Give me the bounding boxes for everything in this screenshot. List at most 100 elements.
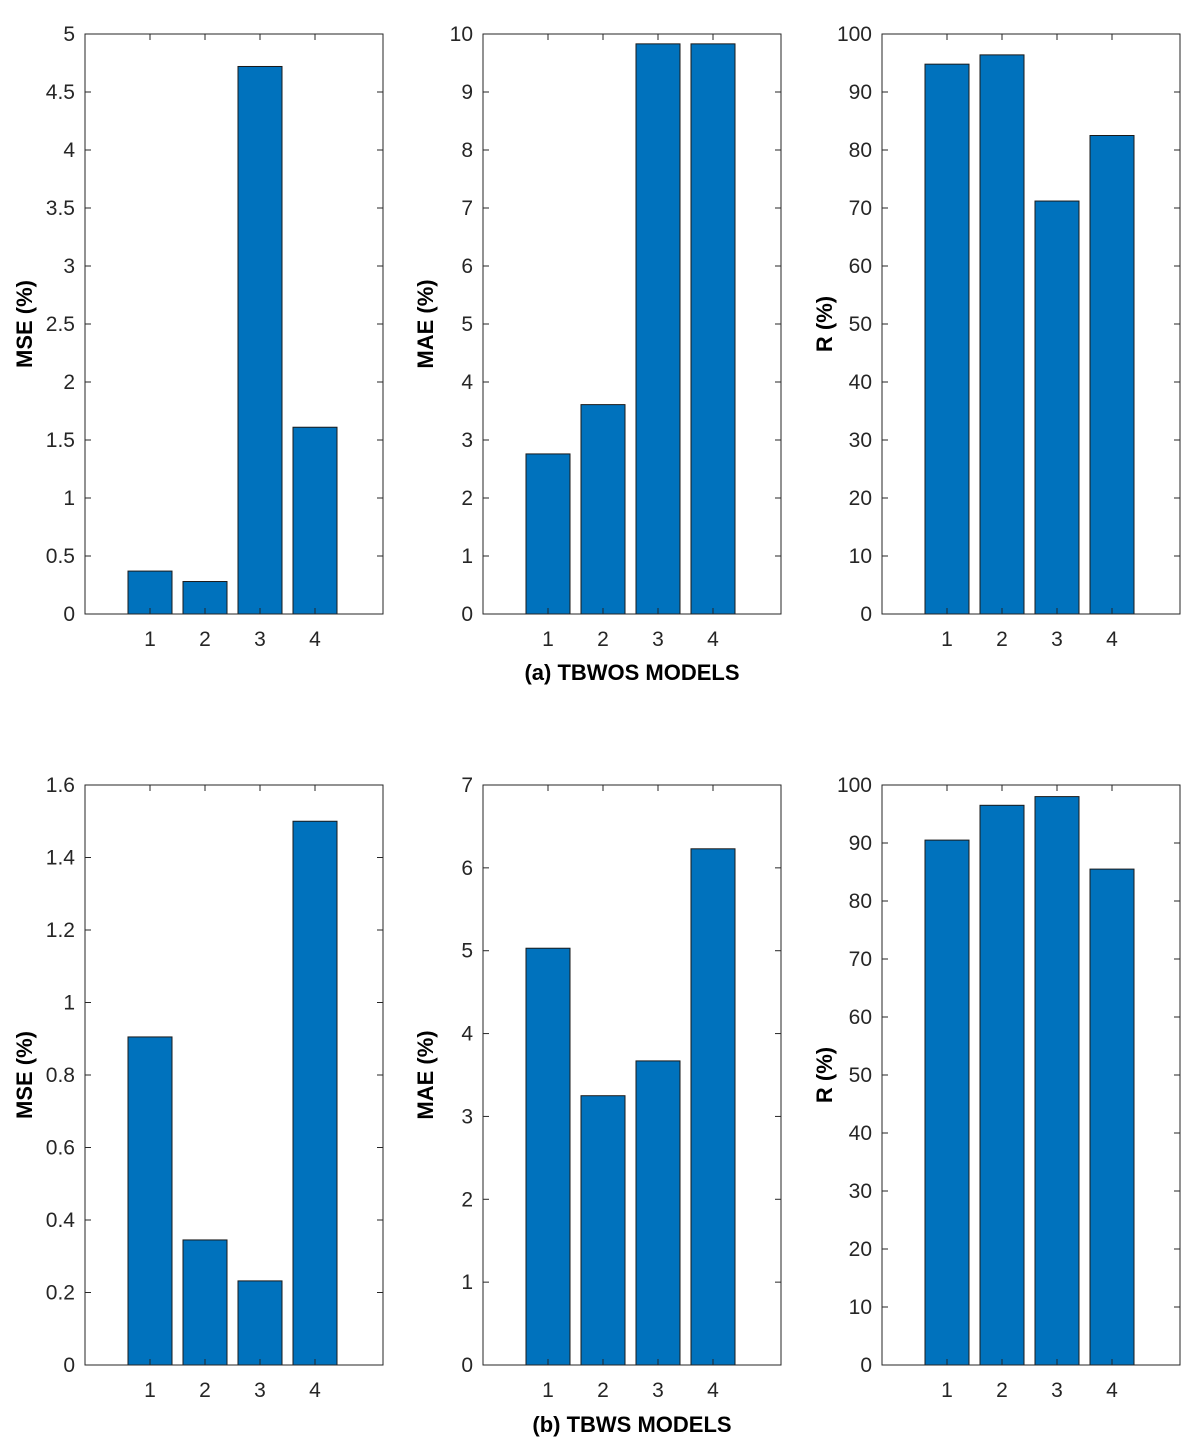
bar-1 xyxy=(127,1036,173,1366)
y-tick-label: 0.8 xyxy=(46,1064,75,1087)
y-axis-label: R (%) xyxy=(812,1047,837,1103)
bar-1 xyxy=(924,839,970,1366)
bar-1 xyxy=(525,947,571,1366)
y-axis-label: MSE (%) xyxy=(12,1031,37,1119)
y-tick-label: 4 xyxy=(63,139,75,162)
y-tick-label: 3 xyxy=(461,429,473,452)
x-tick-label: 1 xyxy=(941,628,953,651)
x-tick-label: 3 xyxy=(1051,628,1063,651)
bar-4 xyxy=(1089,868,1135,1366)
y-tick-label: 0.6 xyxy=(46,1137,75,1160)
y-tick-label: 1 xyxy=(461,545,473,568)
x-tick-label: 1 xyxy=(144,628,156,651)
chart-panel-6: 0 10 20 30 40 50 60 70 80 90 100 1 2 3 4 R (%) xyxy=(812,774,1181,1402)
chart-panel-5: 0 1 2 3 4 5 6 7 1 2 3 4 MAE (%) xyxy=(413,774,782,1402)
y-tick-label: 60 xyxy=(849,1006,872,1029)
panels: 0 0.5 1 1.5 2 2.5 3 3.5 4 4.5 5 1 2 3 4 MSE (%) 0 1 2 3 4 5 6 7… xyxy=(12,23,1181,1402)
y-tick-label: 4.5 xyxy=(46,81,75,104)
y-tick-label: 10 xyxy=(849,545,872,568)
bar-1 xyxy=(525,453,571,615)
chart-panel-2: 0 1 2 3 4 5 6 7 8 9 10 1 2 3 4 MAE (%) xyxy=(413,23,782,651)
bar-4 xyxy=(292,426,338,615)
y-axis-label: MSE (%) xyxy=(12,280,37,368)
y-tick-label: 7 xyxy=(461,774,473,797)
y-tick-label: 100 xyxy=(837,774,872,797)
bar-3 xyxy=(635,43,681,615)
bar-1 xyxy=(127,570,173,615)
y-tick-label: 1.5 xyxy=(46,429,75,452)
y-tick-label: 20 xyxy=(849,487,872,510)
x-tick-label: 1 xyxy=(144,1379,156,1402)
x-tick-label: 2 xyxy=(199,1379,211,1402)
y-tick-label: 10 xyxy=(849,1296,872,1319)
y-tick-label: 0 xyxy=(461,1354,473,1377)
bar-4 xyxy=(1089,135,1135,615)
y-tick-label: 4 xyxy=(461,371,473,394)
y-tick-label: 80 xyxy=(849,139,872,162)
y-tick-label: 40 xyxy=(849,1122,872,1145)
x-tick-label: 3 xyxy=(652,1379,664,1402)
y-tick-label: 90 xyxy=(849,81,872,104)
bar-2 xyxy=(979,804,1025,1366)
y-tick-label: 30 xyxy=(849,1180,872,1203)
y-tick-label: 1.2 xyxy=(46,919,75,942)
y-tick-label: 0.5 xyxy=(46,545,75,568)
x-tick-label: 4 xyxy=(707,628,719,651)
y-tick-label: 70 xyxy=(849,948,872,971)
x-tick-label: 1 xyxy=(542,628,554,651)
x-tick-label: 1 xyxy=(542,1379,554,1402)
y-tick-label: 90 xyxy=(849,832,872,855)
x-tick-label: 4 xyxy=(1106,1379,1118,1402)
y-tick-label: 4 xyxy=(461,1023,473,1046)
bar-2 xyxy=(580,1095,626,1366)
y-tick-label: 0 xyxy=(860,1354,872,1377)
chart-panel-3: 0 10 20 30 40 50 60 70 80 90 100 1 2 3 4 R (%) xyxy=(812,23,1181,651)
bar-2 xyxy=(580,404,626,615)
y-tick-label: 0.2 xyxy=(46,1282,75,1305)
y-tick-label: 3 xyxy=(461,1105,473,1128)
y-tick-label: 2 xyxy=(461,1188,473,1211)
y-tick-label: 2 xyxy=(63,371,75,394)
y-tick-label: 50 xyxy=(849,313,872,336)
y-tick-label: 20 xyxy=(849,1238,872,1261)
y-tick-label: 3.5 xyxy=(46,197,75,220)
x-tick-label: 2 xyxy=(996,628,1008,651)
bar-1 xyxy=(924,63,970,615)
x-tick-label: 2 xyxy=(597,628,609,651)
bar-4 xyxy=(690,43,736,615)
y-tick-label: 100 xyxy=(837,23,872,46)
chart-panel-1: 0 0.5 1 1.5 2 2.5 3 3.5 4 4.5 5 1 2 3 4 MSE (%) xyxy=(12,23,384,651)
y-tick-label: 5 xyxy=(461,313,473,336)
x-tick-label: 3 xyxy=(254,1379,266,1402)
y-tick-label: 1.4 xyxy=(46,847,76,870)
y-tick-label: 6 xyxy=(461,255,473,278)
y-tick-label: 10 xyxy=(450,23,473,46)
y-axis-label: R (%) xyxy=(812,296,837,352)
y-tick-label: 0 xyxy=(461,603,473,626)
caption-a: (a) TBWOS MODELS xyxy=(524,660,739,685)
y-tick-label: 3 xyxy=(63,255,75,278)
y-tick-label: 8 xyxy=(461,139,473,162)
bar-3 xyxy=(635,1060,681,1366)
x-tick-label: 4 xyxy=(707,1379,719,1402)
axes-box xyxy=(84,33,384,615)
y-tick-label: 1 xyxy=(461,1271,473,1294)
chart-panel-4: 0 0.2 0.4 0.6 0.8 1 1.2 1.4 1.6 1 2 3 4 MSE (%) xyxy=(12,774,384,1402)
y-tick-label: 80 xyxy=(849,890,872,913)
caption-b: (b) TBWS MODELS xyxy=(532,1412,731,1437)
bar-4 xyxy=(690,848,736,1366)
x-tick-label: 4 xyxy=(309,1379,321,1402)
bar-2 xyxy=(182,1239,228,1366)
y-tick-label: 5 xyxy=(461,940,473,963)
x-tick-label: 3 xyxy=(254,628,266,651)
bar-3 xyxy=(1034,200,1080,615)
x-tick-label: 1 xyxy=(941,1379,953,1402)
y-tick-label: 7 xyxy=(461,197,473,220)
x-tick-label: 3 xyxy=(1051,1379,1063,1402)
bar-3 xyxy=(237,1280,283,1366)
y-tick-label: 50 xyxy=(849,1064,872,1087)
x-tick-label: 2 xyxy=(199,628,211,651)
axes-box xyxy=(482,784,782,1366)
y-axis-label: MAE (%) xyxy=(413,1030,438,1119)
